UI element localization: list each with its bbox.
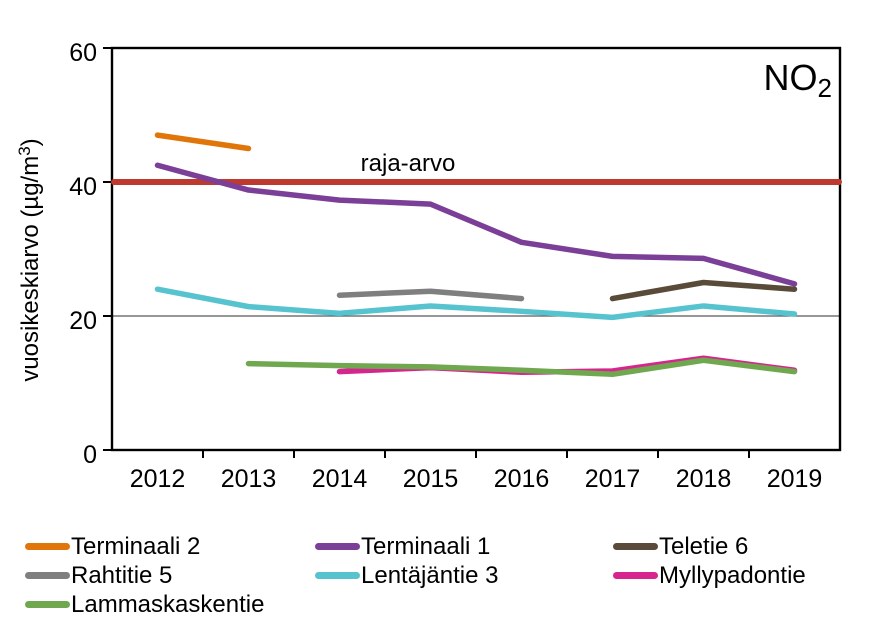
y-tick-label: 0 [83, 441, 97, 469]
legend-item-lammaskaskentie: Lammaskaskentie [25, 590, 315, 619]
chart-canvas: 0 20 40 60 2012 2013 2014 2015 2016 2017 2018 2019 v… [15, 39, 842, 493]
x-tick-label: 2013 [221, 465, 277, 493]
series-line-terminaali-1 [154, 162, 798, 287]
y-tick-label: 40 [69, 173, 97, 201]
legend-swatch-teletie-6 [613, 543, 658, 550]
x-tick-label: 2017 [585, 465, 641, 493]
legend-swatch-rahtitie-5 [25, 572, 70, 579]
series-line-lent-j-ntie-3 [154, 286, 798, 321]
legend-swatch-lammaskaskentie [25, 601, 70, 608]
x-tick-label: 2016 [494, 465, 550, 493]
legend-item-teletie-6: Teletie 6 [613, 532, 886, 561]
y-axis-title: vuosikeskiarvo (µg/m3) [15, 138, 44, 381]
series-line-rahtitie-5 [336, 288, 525, 302]
series-line-teletie-6 [609, 279, 798, 302]
chart-legend: Terminaali 2 Terminaali 1 Teletie 6 Rahtiti… [25, 532, 886, 619]
series-line-terminaali-2 [154, 132, 252, 152]
legend-label: Lentäjäntie 3 [361, 561, 499, 589]
legend-item-lent-j-ntie-3: Lentäjäntie 3 [315, 561, 613, 590]
limit-line-label: raja-arvo [361, 150, 456, 177]
legend-label: Myllypadontie [659, 561, 806, 589]
legend-label: Rahtitie 5 [71, 561, 173, 589]
legend-item-terminaali-1: Terminaali 1 [315, 532, 613, 561]
legend-label: Lammaskaskentie [71, 590, 265, 618]
x-tick-label: 2018 [676, 465, 732, 493]
legend-swatch-lent-j-ntie-3 [315, 572, 360, 579]
legend-label: Terminaali 2 [71, 532, 201, 560]
legend-swatch-myllypadontie [613, 572, 658, 579]
x-tick-label: 2012 [130, 465, 186, 493]
legend-item-terminaali-2: Terminaali 2 [25, 532, 315, 561]
pollutant-label: NO2 [764, 57, 832, 103]
no2-annual-average-chart: 0 20 40 60 2012 2013 2014 2015 2016 2017 2018 2019 v… [15, 39, 842, 493]
plot-frame [110, 46, 842, 452]
legend-swatch-terminaali-1 [315, 543, 360, 550]
legend-label: Terminaali 1 [361, 532, 491, 560]
x-tick-label: 2019 [767, 465, 823, 493]
legend-item-myllypadontie: Myllypadontie [613, 561, 886, 590]
y-tick-label: 20 [69, 307, 97, 335]
x-tick-label: 2014 [312, 465, 368, 493]
y-tick-label: 60 [69, 39, 97, 67]
legend-swatch-terminaali-2 [25, 543, 70, 550]
series-line-lammaskaskentie [245, 357, 798, 378]
legend-label: Teletie 6 [659, 532, 749, 560]
legend-item-rahtitie-5: Rahtitie 5 [25, 561, 315, 590]
x-tick-label: 2015 [403, 465, 459, 493]
